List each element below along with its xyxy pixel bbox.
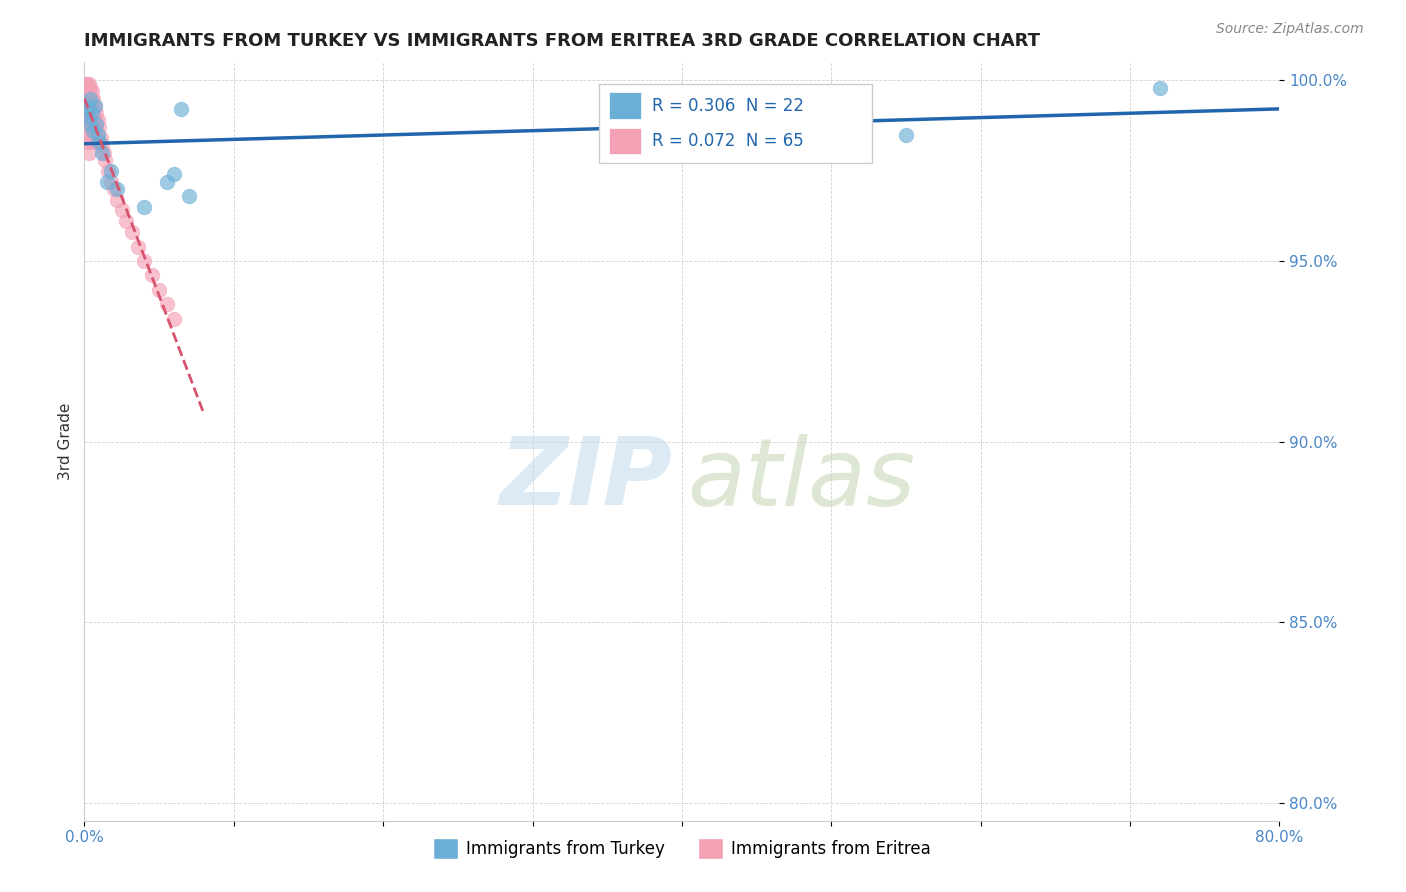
Point [77,120,100,135]
Point [89,120,111,135]
Point [87,128,110,142]
Point [83,99,105,113]
Point [103,182,125,196]
Point [97,163,120,178]
Point [87,113,110,128]
Point [76,91,98,105]
Point [79,80,101,95]
Point [132,254,156,268]
Point [86,120,108,135]
Point [79,117,101,131]
Point [90,131,112,145]
Point [155,297,177,311]
Point [86,117,108,131]
Point [87,128,110,142]
Point [127,239,149,253]
Text: atlas: atlas [688,434,915,525]
Point [76,113,98,128]
Point [155,175,177,189]
Text: IMMIGRANTS FROM TURKEY VS IMMIGRANTS FROM ERITREA 3RD GRADE CORRELATION CHART: IMMIGRANTS FROM TURKEY VS IMMIGRANTS FRO… [84,32,1040,50]
Point [121,225,143,239]
Point [86,106,108,120]
Text: ZIP: ZIP [501,434,672,525]
Point [89,135,111,149]
Point [91,145,114,160]
Point [83,113,105,128]
Point [86,135,108,149]
Point [105,193,128,207]
Point [75,77,97,91]
Point [79,117,101,131]
Point [77,84,100,98]
Point [111,203,134,218]
Point [75,84,97,98]
Point [80,124,103,138]
Point [1149,80,1171,95]
Point [82,91,104,105]
Point [77,106,100,120]
Point [76,77,98,91]
Point [79,87,101,102]
Point [75,99,97,113]
Point [76,106,98,120]
Point [100,163,122,178]
Point [80,84,103,98]
Point [80,91,103,105]
Point [77,99,100,113]
Point [83,128,105,142]
Point [76,99,98,113]
Point [75,106,97,120]
Point [79,95,101,110]
Point [83,99,105,113]
Point [80,106,103,120]
Point [94,153,117,167]
Point [163,167,186,181]
Point [89,135,111,149]
Point [80,135,103,149]
Point [77,110,100,124]
Point [79,91,101,105]
Text: Source: ZipAtlas.com: Source: ZipAtlas.com [1216,22,1364,37]
Point [148,283,170,297]
Point [93,145,115,160]
Point [77,91,100,105]
Point [77,135,100,149]
Point [170,103,193,117]
Point [82,124,104,138]
Point [105,182,128,196]
Point [80,113,103,128]
Point [82,117,104,131]
Y-axis label: 3rd Grade: 3rd Grade [58,403,73,480]
Point [141,268,163,283]
Point [79,128,101,142]
Point [100,175,122,189]
Legend: Immigrants from Turkey, Immigrants from Eritrea: Immigrants from Turkey, Immigrants from … [426,831,938,865]
Point [96,175,118,189]
Point [77,113,100,128]
Point [91,138,114,153]
Point [163,311,186,326]
Point [82,131,104,145]
Point [132,200,156,214]
Point [77,128,100,142]
Point [80,103,103,117]
Point [115,214,138,228]
Point [77,145,100,160]
Point [177,189,200,203]
Point [77,77,100,91]
Point [77,103,100,117]
Point [894,128,917,142]
Point [82,103,104,117]
Point [76,84,98,98]
Point [79,106,101,120]
Point [75,91,97,105]
Point [76,120,98,135]
Point [76,99,98,113]
